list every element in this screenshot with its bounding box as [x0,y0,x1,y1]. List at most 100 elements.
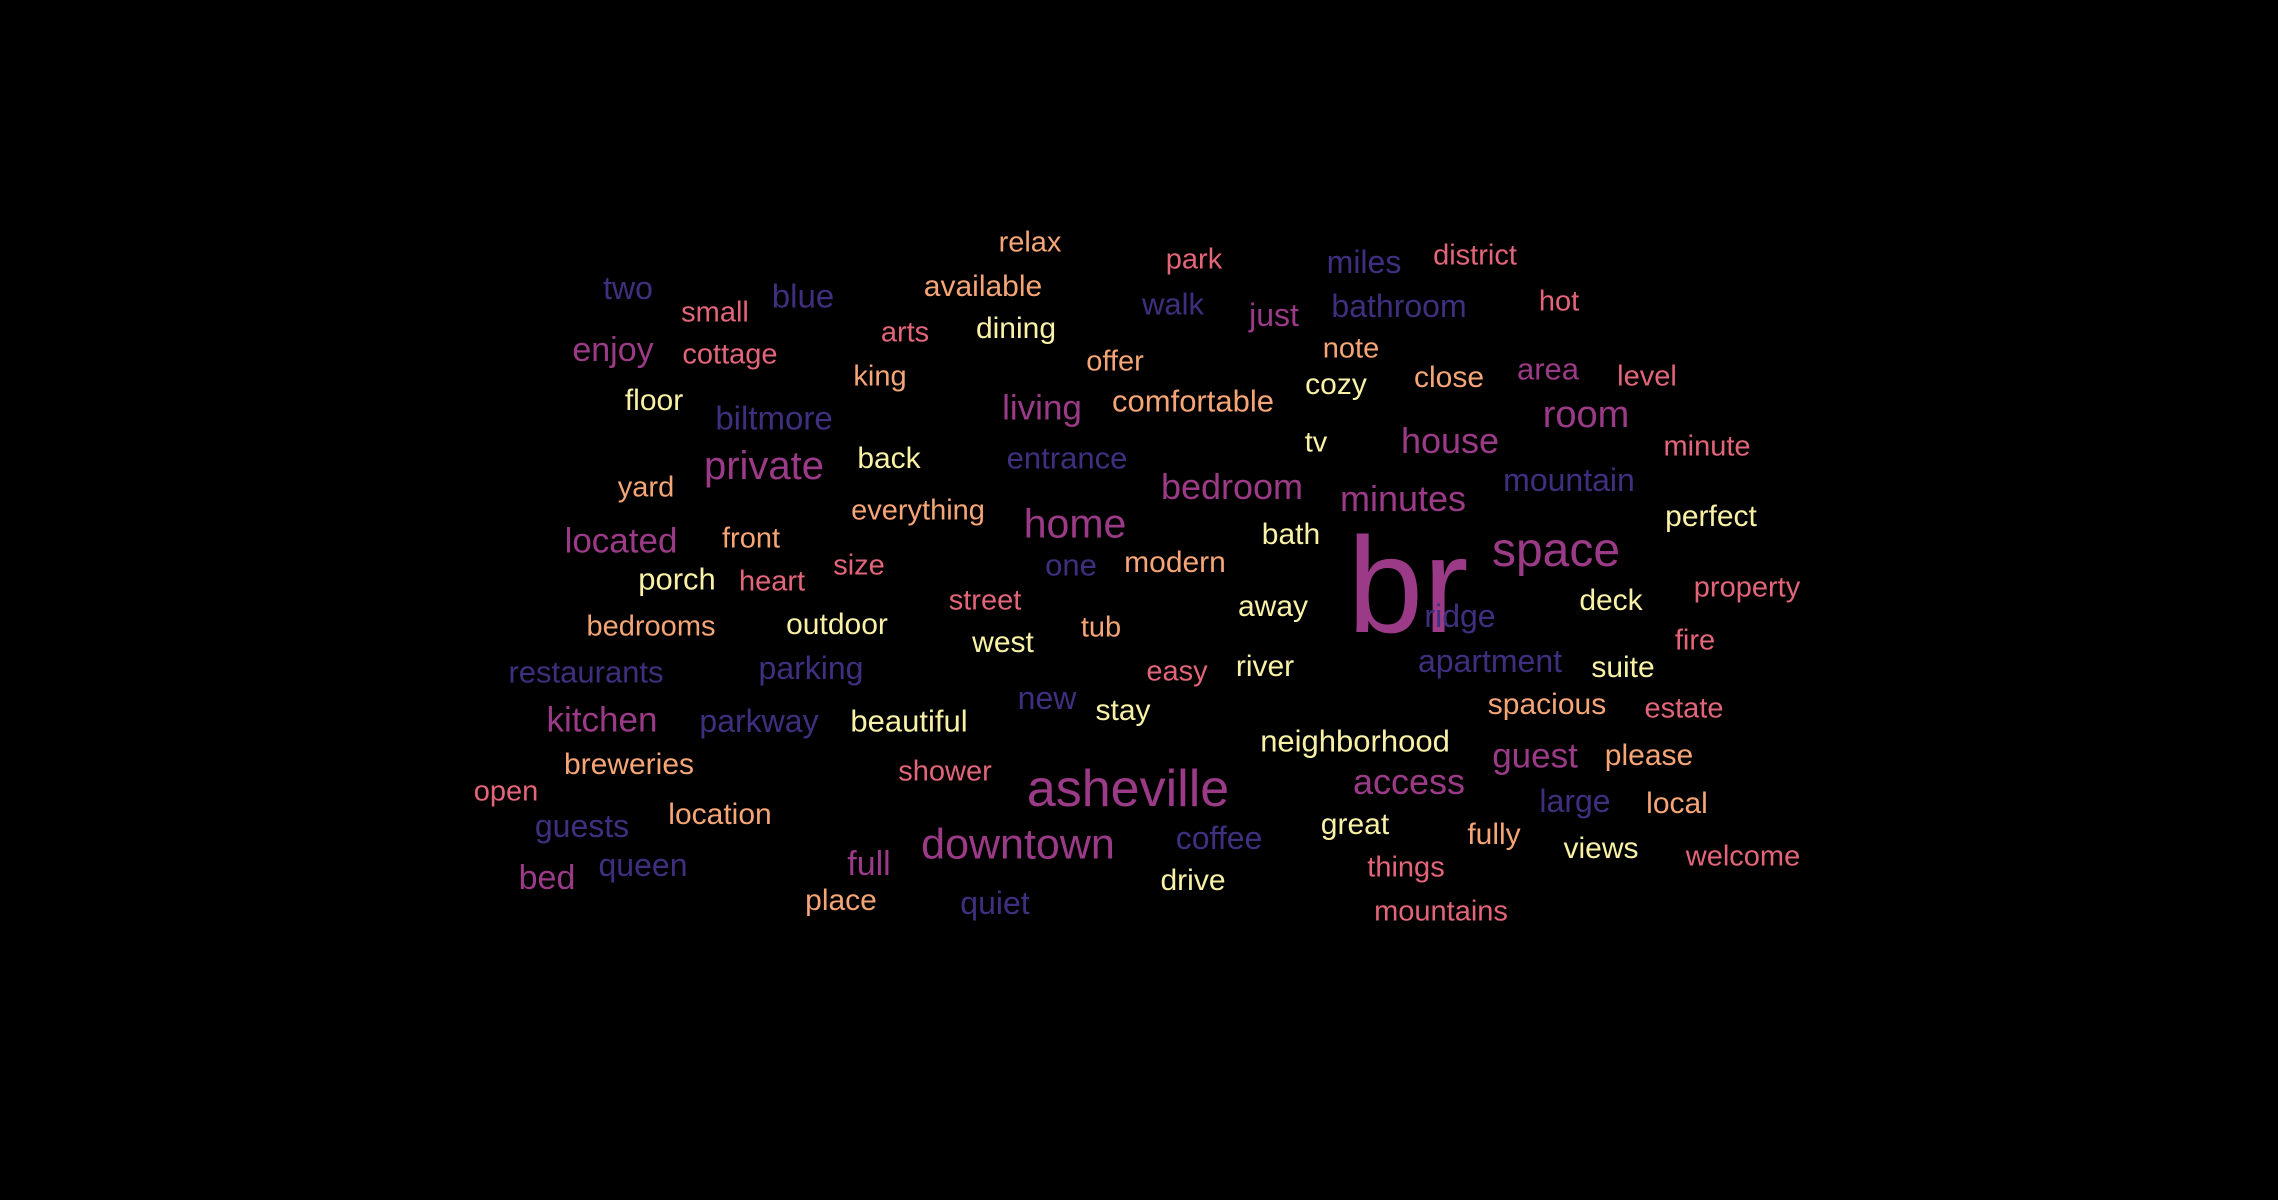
word: things [1367,851,1445,884]
word: hot [1538,285,1580,318]
word: breweries [563,748,695,781]
word: ridge [1424,598,1496,634]
word: bedrooms [586,610,716,643]
word: bathroom [1331,288,1467,324]
word: home [1023,500,1127,547]
word: apartment [1417,643,1563,679]
word: bedroom [1160,466,1304,507]
word: fire [1674,624,1716,657]
word: beautiful [850,703,968,739]
word: walk [1141,286,1205,322]
word: level [1617,360,1677,393]
word: bath [1261,518,1321,551]
word: shower [898,755,992,788]
word: bed [518,859,576,897]
word: full [847,845,891,883]
word: outdoor [786,608,888,641]
word: cottage [682,338,778,371]
word: asheville [1026,760,1230,818]
word: close [1413,361,1485,394]
word: restaurants [508,654,664,690]
word: miles [1326,244,1402,280]
word: biltmore [715,399,833,437]
word: large [1539,783,1611,819]
word: size [833,549,885,582]
word: br [1347,509,1469,661]
word: queen [598,847,688,883]
word: space [1491,524,1621,577]
word: minutes [1339,478,1467,519]
word: river [1235,650,1295,683]
word: local [1646,787,1708,820]
word: guest [1492,736,1578,776]
word: note [1322,332,1380,365]
word: minute [1663,430,1751,463]
word: west [972,626,1034,659]
word: room [1542,394,1630,436]
word: quiet [960,885,1030,921]
word: welcome [1685,840,1801,873]
word: entrance [1006,440,1128,476]
word: one [1045,547,1097,583]
word: street [948,584,1022,617]
word: mountains [1374,895,1508,928]
word: district [1433,239,1517,272]
word: porch [638,561,716,597]
word: floor [624,384,684,417]
word: comfortable [1112,383,1274,419]
word: coffee [1175,820,1263,856]
word: neighborhood [1260,723,1450,759]
word: everything [851,494,985,527]
word: modern [1124,546,1226,579]
word: park [1165,243,1223,276]
word: tv [1304,426,1328,459]
word: area [1516,351,1580,387]
word: offer [1086,345,1144,378]
word: perfect [1665,500,1757,533]
word: back [857,442,921,475]
word: spacious [1487,688,1607,721]
word: small [681,296,749,329]
word: living [1002,388,1082,428]
word: deck [1579,584,1643,617]
word: yard [617,471,675,504]
word: mountain [1503,462,1635,498]
word: suite [1591,651,1655,684]
word: please [1604,739,1694,772]
word: two [603,270,653,306]
word: guests [534,808,630,844]
word: parking [758,650,864,686]
word: fully [1467,818,1521,851]
word: parkway [699,703,819,739]
word: views [1563,832,1639,865]
word: open [473,775,539,808]
word: kitchen [546,700,658,740]
word: enjoy [572,331,654,369]
word: tub [1080,611,1122,644]
word: stay [1095,694,1151,727]
word: property [1693,571,1801,604]
word: great [1320,808,1390,841]
word: new [1017,680,1077,716]
word: place [805,884,877,917]
word: available [923,270,1043,303]
word: location [668,798,772,831]
word: arts [880,316,930,349]
word: drive [1160,864,1226,897]
word: access [1352,761,1466,802]
word: house [1400,420,1500,461]
word: dining [975,312,1057,345]
word: easy [1146,655,1208,688]
word: heart [738,565,806,598]
word: private [703,444,825,488]
word: front [721,522,781,555]
word: just [1249,297,1299,333]
word: estate [1644,692,1724,725]
word: cozy [1305,368,1367,401]
word: king [853,360,907,393]
word: downtown [921,820,1115,869]
word: located [564,521,678,561]
word: blue [771,277,835,315]
word: away [1237,590,1309,623]
